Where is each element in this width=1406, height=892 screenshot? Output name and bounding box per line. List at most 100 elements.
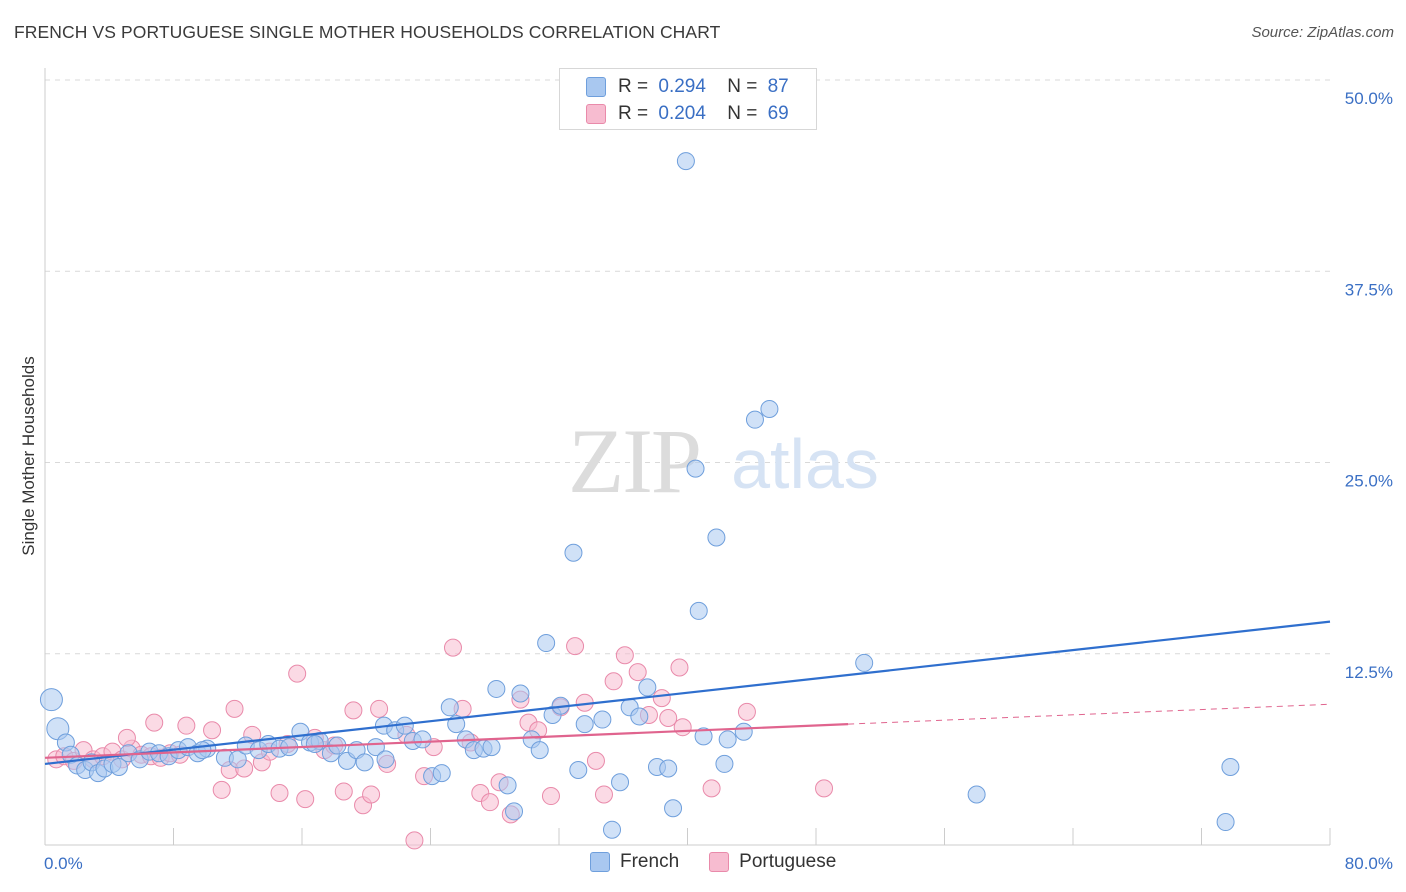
portuguese-point <box>670 658 689 677</box>
french-trend-line <box>44 620 1331 766</box>
french-point <box>487 679 506 698</box>
watermark-zip: ZIP <box>568 410 700 512</box>
portuguese-point <box>628 663 647 682</box>
portuguese-point <box>177 716 196 735</box>
portuguese-point <box>586 751 605 770</box>
portuguese-point <box>405 831 424 850</box>
french-point <box>593 710 612 729</box>
watermark-atlas: atlas <box>731 425 879 503</box>
portuguese-point <box>652 689 671 708</box>
french-point <box>603 820 622 839</box>
y-tick-label: 50.0% <box>1345 89 1393 108</box>
portuguese-r-label: R = <box>618 103 649 124</box>
source-label: Source: ZipAtlas.com <box>1251 24 1394 41</box>
legend-item-french[interactable]: French <box>590 851 679 873</box>
french-point <box>109 757 128 776</box>
french-point <box>630 707 649 726</box>
portuguese-point <box>594 785 613 804</box>
french-point <box>715 754 734 773</box>
portuguese-point <box>659 709 678 728</box>
portuguese-n-value: 69 <box>767 103 789 124</box>
y-tick-label: 12.5% <box>1345 663 1393 682</box>
french-legend-swatch <box>590 852 610 872</box>
french-point <box>376 750 395 769</box>
portuguese-trend-line <box>44 723 849 759</box>
french-point <box>1221 757 1240 776</box>
x-tick-label: 0.0% <box>44 854 83 873</box>
portuguese-point <box>225 699 244 718</box>
portuguese-legend-label: Portuguese <box>739 851 837 872</box>
french-point <box>432 764 451 783</box>
portuguese-point <box>117 728 136 747</box>
french-point <box>1216 813 1235 832</box>
chart-title: FRENCH VS PORTUGUESE SINGLE MOTHER HOUSE… <box>14 22 721 42</box>
portuguese-point <box>362 785 381 804</box>
french-legend-label: French <box>620 851 680 872</box>
portuguese-point <box>815 779 834 798</box>
y-tick-label: 37.5% <box>1345 280 1393 299</box>
portuguese-r-value: 0.204 <box>658 103 706 124</box>
portuguese-point <box>344 701 363 720</box>
french-point <box>760 399 779 418</box>
portuguese-n-label: N = <box>727 103 758 124</box>
french-point <box>305 735 324 754</box>
portuguese-point <box>737 702 756 721</box>
french-point <box>676 152 695 171</box>
portuguese-point <box>702 779 721 798</box>
french-point <box>564 543 583 562</box>
correlation-legend: R = 0.294 N = 87 R = 0.204 N = 69 <box>559 68 817 130</box>
portuguese-point <box>203 721 222 740</box>
french-point <box>505 802 524 821</box>
french-point <box>638 678 657 697</box>
portuguese-point <box>296 790 315 809</box>
portuguese-swatch <box>586 104 606 124</box>
french-n-label: N = <box>727 76 758 97</box>
french-point <box>734 722 753 741</box>
french-point <box>718 730 737 749</box>
french-point <box>575 715 594 734</box>
portuguese-point <box>334 782 353 801</box>
portuguese-point <box>604 672 623 691</box>
french-point <box>39 688 63 712</box>
portuguese-point <box>443 638 462 657</box>
portuguese-point <box>673 718 692 737</box>
portuguese-point <box>212 780 231 799</box>
french-point <box>707 528 726 547</box>
french-r-value: 0.294 <box>658 76 706 97</box>
portuguese-point <box>370 699 389 718</box>
french-point <box>530 741 549 760</box>
french-point <box>745 410 764 429</box>
french-point <box>440 698 459 717</box>
french-point <box>694 727 713 746</box>
french-point <box>689 601 708 620</box>
french-point <box>611 773 630 792</box>
portuguese-trend-extension <box>848 703 1331 725</box>
series-legend: French Portuguese <box>590 851 866 873</box>
french-point <box>659 759 678 778</box>
french-point <box>967 785 986 804</box>
french-point <box>569 761 588 780</box>
x-tick-label: 80.0% <box>1345 854 1393 873</box>
tick-labels: 12.5% 25.0% 37.5% 50.0% 0.0% 80.0% <box>44 89 1393 873</box>
portuguese-legend-swatch <box>709 852 730 872</box>
portuguese-point <box>288 664 307 683</box>
portuguese-point <box>615 646 634 665</box>
portuguese-point <box>566 637 585 656</box>
portuguese-point <box>270 783 289 802</box>
legend-item-portuguese[interactable]: Portuguese <box>709 851 836 873</box>
portuguese-point <box>145 713 164 732</box>
french-point <box>498 776 517 795</box>
y-tick-label: 25.0% <box>1345 472 1393 491</box>
french-point <box>482 738 501 757</box>
french-r-label: R = <box>618 76 649 97</box>
french-point <box>228 750 247 769</box>
french-point <box>413 730 432 749</box>
portuguese-point <box>480 793 499 812</box>
y-axis-label: Single Mother Households <box>19 356 38 555</box>
french-point <box>511 684 530 703</box>
french-point <box>355 753 374 772</box>
french-n-value: 87 <box>767 76 789 97</box>
trend-lines <box>44 620 1331 766</box>
french-swatch <box>586 77 606 97</box>
